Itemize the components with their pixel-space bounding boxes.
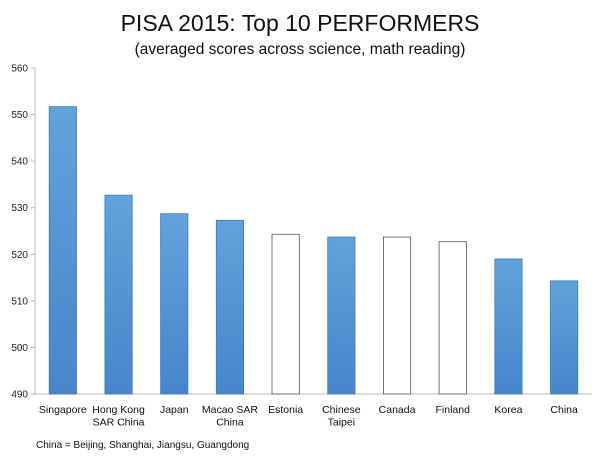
x-category-label: Estonia xyxy=(268,404,303,416)
x-category-label: Macao SAR xyxy=(202,404,258,416)
y-tick-label: 490 xyxy=(11,390,28,401)
x-category-label: Japan xyxy=(160,404,189,416)
bar-japan xyxy=(160,213,189,395)
x-category-label: China xyxy=(216,417,244,429)
y-axis-ticks: 490 500 510 520 530 540 550 560 xyxy=(11,64,35,401)
x-category-label: Hong Kong xyxy=(92,404,145,416)
y-tick-label: 510 xyxy=(11,296,28,307)
x-category-label: Singapore xyxy=(39,404,87,416)
x-category-label: Canada xyxy=(379,404,416,416)
y-tick-label: 550 xyxy=(11,110,28,121)
y-tick-label: 530 xyxy=(11,203,28,214)
x-category-label: Chinese xyxy=(322,404,361,416)
x-category-label: Finland xyxy=(436,404,471,416)
bar-korea xyxy=(494,258,523,395)
bar-canada xyxy=(383,236,412,395)
bar-estonia xyxy=(271,233,300,395)
y-tick-label: 540 xyxy=(11,157,28,168)
bar-macao-sar-china xyxy=(215,219,244,395)
bar-china xyxy=(550,280,579,395)
chart-footnote: China = Beijing, Shanghai, Jiangsu, Guan… xyxy=(36,440,250,451)
bar-singapore xyxy=(48,106,77,395)
chart-title: PISA 2015: Top 10 PERFORMERS xyxy=(120,10,480,36)
y-tick-label: 520 xyxy=(11,250,28,261)
bar-hong-kong-sar-china xyxy=(104,194,133,395)
y-tick-label: 500 xyxy=(11,343,28,354)
x-category-label: China xyxy=(550,404,578,416)
x-category-label: SAR China xyxy=(93,417,145,429)
chart-subtitle: (averaged scores across science, math re… xyxy=(134,41,466,58)
bar-finland xyxy=(438,241,467,395)
y-tick-label: 560 xyxy=(11,64,28,75)
bars xyxy=(48,106,579,395)
bar-chinese-taipei xyxy=(327,236,356,395)
x-category-label: Korea xyxy=(494,404,522,416)
x-category-label: Taipei xyxy=(328,417,355,429)
